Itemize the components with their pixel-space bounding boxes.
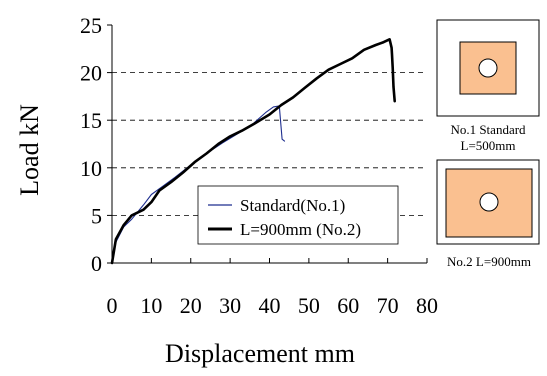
x-ticks: 0 10 20 30 40 50 60 70 80 xyxy=(107,258,438,318)
y-tick-label-20: 20 xyxy=(80,61,102,86)
x-tick-label-80: 80 xyxy=(416,293,438,318)
y-ticks: 0 5 10 15 20 25 xyxy=(80,13,112,276)
x-tick-label-50: 50 xyxy=(298,293,320,318)
y-tick-label-15: 15 xyxy=(80,108,102,133)
x-tick-label-0: 0 xyxy=(107,293,118,318)
x-tick-label-60: 60 xyxy=(337,293,359,318)
y-axis-title: Load kN xyxy=(15,104,44,196)
y-tick-label-10: 10 xyxy=(80,156,102,181)
inset-no1-caption-line2: L=500mm xyxy=(461,138,516,153)
inset-no2-hole xyxy=(479,192,499,212)
inset-no1-caption-line1: No.1 Standard xyxy=(450,122,526,137)
x-tick-label-20: 20 xyxy=(180,293,202,318)
y-tick-label-25: 25 xyxy=(80,13,102,38)
legend-label-l900: L=900mm (No.2) xyxy=(240,220,361,239)
x-tick-label-40: 40 xyxy=(259,293,281,318)
x-tick-label-70: 70 xyxy=(377,293,399,318)
series-line-l900-no2 xyxy=(110,38,396,265)
x-axis-title: Displacement mm xyxy=(165,339,355,368)
y-tick-label-5: 5 xyxy=(91,203,102,228)
legend: Standard(No.1) L=900mm (No.2) xyxy=(197,185,399,245)
inset-no1: No.1 Standard L=500mm xyxy=(436,19,540,153)
x-tick-label-30: 30 xyxy=(219,293,241,318)
inset-no2: No.2 L=900mm xyxy=(436,159,540,269)
inset-no1-hole xyxy=(478,58,498,78)
legend-label-standard: Standard(No.1) xyxy=(240,196,345,215)
y-tick-label-0: 0 xyxy=(91,251,102,276)
legend-box xyxy=(197,185,399,245)
inset-no2-caption: No.2 L=900mm xyxy=(447,254,531,269)
series-lines xyxy=(110,38,396,265)
x-tick-label-10: 10 xyxy=(140,293,162,318)
